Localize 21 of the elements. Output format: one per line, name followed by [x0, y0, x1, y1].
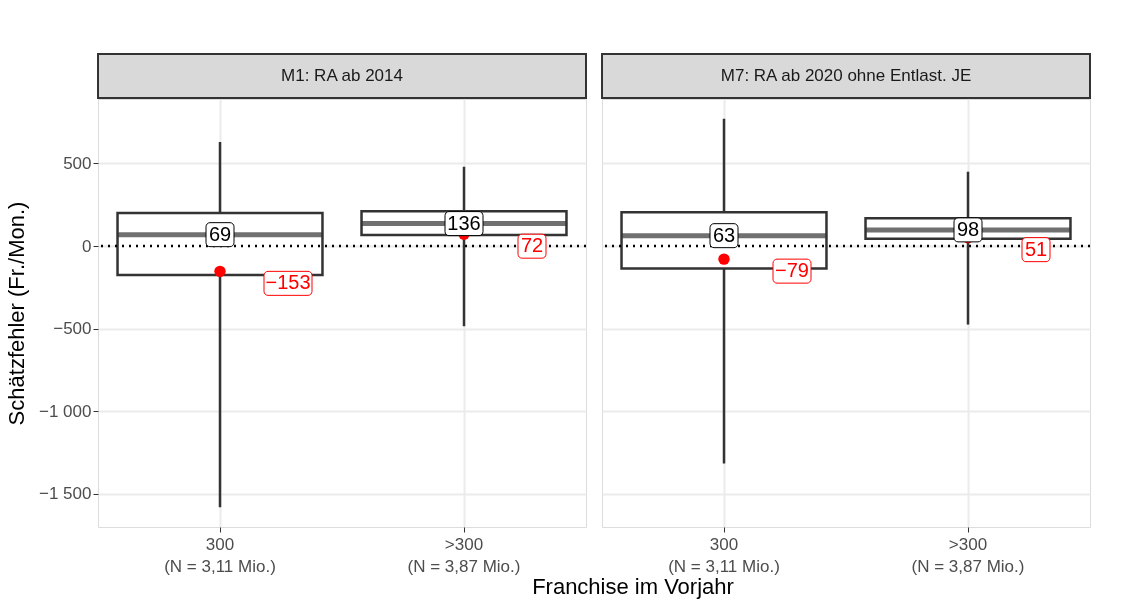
annotation: 69 — [208, 222, 232, 245]
annotation: −153 — [265, 271, 311, 294]
annotation: 98 — [956, 217, 980, 240]
annotation: 63 — [712, 223, 736, 246]
y-tick-label: −1 000 — [39, 401, 92, 421]
annotation: 51 — [1024, 237, 1048, 260]
x-axis-title: Franchise im Vorjahr — [532, 574, 734, 599]
annotation: 136 — [447, 211, 481, 234]
x-tick-label: >300 (N = 3,87 Mio.) — [911, 534, 1025, 576]
x-tick-label: >300 (N = 3,87 Mio.) — [407, 534, 521, 576]
y-tick-label: 0 — [82, 236, 92, 256]
chart-title: M1: RA ab 2014 — [281, 66, 403, 85]
y-tick-label: −500 — [53, 319, 92, 339]
y-tick-label: −1 500 — [39, 484, 92, 504]
y-axis-title: Schätzfehler (Fr./Mon.) — [4, 201, 30, 426]
y-tick-label: 500 — [63, 153, 92, 173]
annotation: 72 — [520, 234, 544, 257]
chart-title: M7: RA ab 2020 ohne Entlast. JE — [720, 66, 972, 85]
annotation: −79 — [775, 259, 809, 282]
x-tick-label: 300 (N = 3,11 Mio.) — [164, 534, 276, 576]
x-tick-label: 300 (N = 3,11 Mio.) — [668, 534, 780, 576]
